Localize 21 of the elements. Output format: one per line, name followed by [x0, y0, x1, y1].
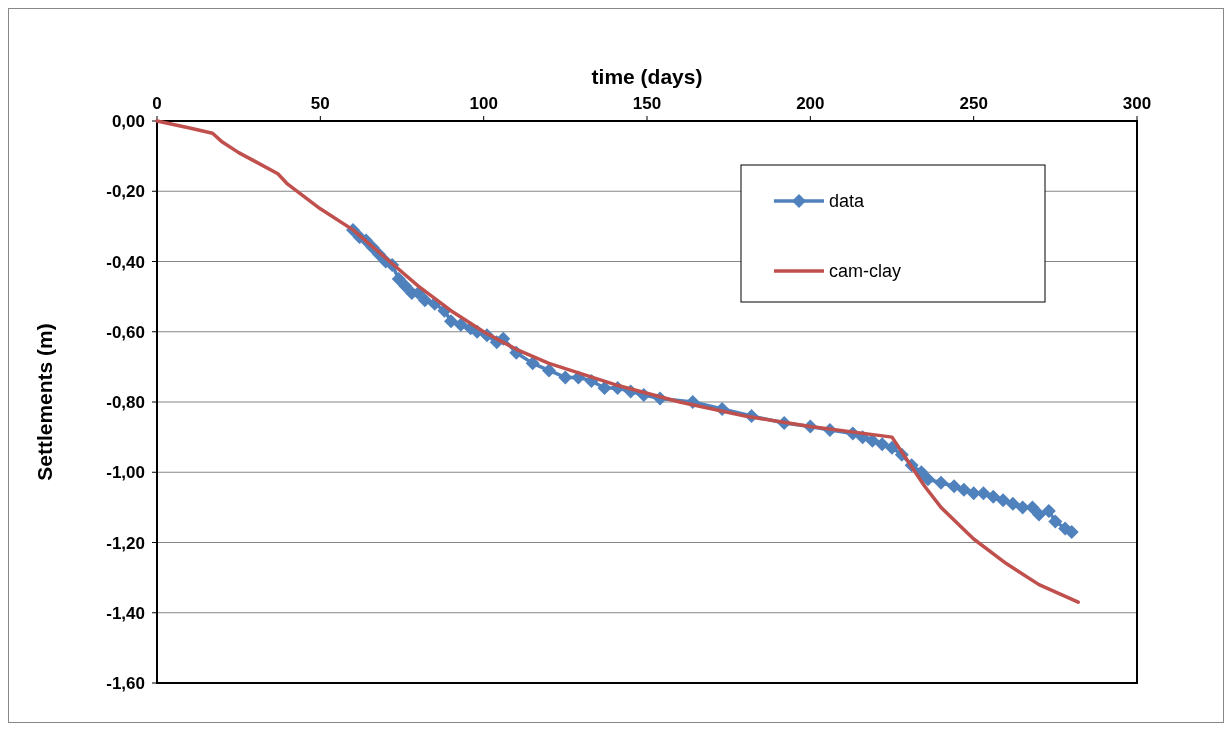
x-tick-label: 0 — [152, 94, 162, 113]
line-series — [155, 119, 1080, 604]
y-tick-label: -0,20 — [106, 182, 145, 202]
y-tick-label: -0,80 — [106, 393, 145, 412]
x-tick-label: 100 — [469, 94, 498, 113]
x-tick-label: 50 — [310, 94, 330, 113]
y-tick-label: 0,00 — [111, 112, 145, 131]
y-axis-title: Settlements (m) — [33, 323, 56, 481]
y-tick-label: -0,40 — [106, 252, 145, 272]
x-tick-label: 250 — [959, 94, 988, 113]
y-tick-label: -1,20 — [106, 533, 145, 553]
y-tick-label: -1,00 — [106, 463, 145, 483]
x-tick-label: 200 — [796, 94, 825, 113]
x-tick-label: 300 — [1122, 94, 1152, 113]
legend-label: cam-clay — [829, 261, 902, 281]
legend-label: data — [829, 191, 866, 211]
x-axis-title: time (days) — [591, 65, 703, 88]
x-tick-label: 150 — [632, 94, 662, 113]
y-tick-label: -1,40 — [106, 603, 145, 623]
y-tick-label: -0,60 — [106, 322, 145, 342]
y-tick-label: -1,60 — [106, 674, 145, 693]
